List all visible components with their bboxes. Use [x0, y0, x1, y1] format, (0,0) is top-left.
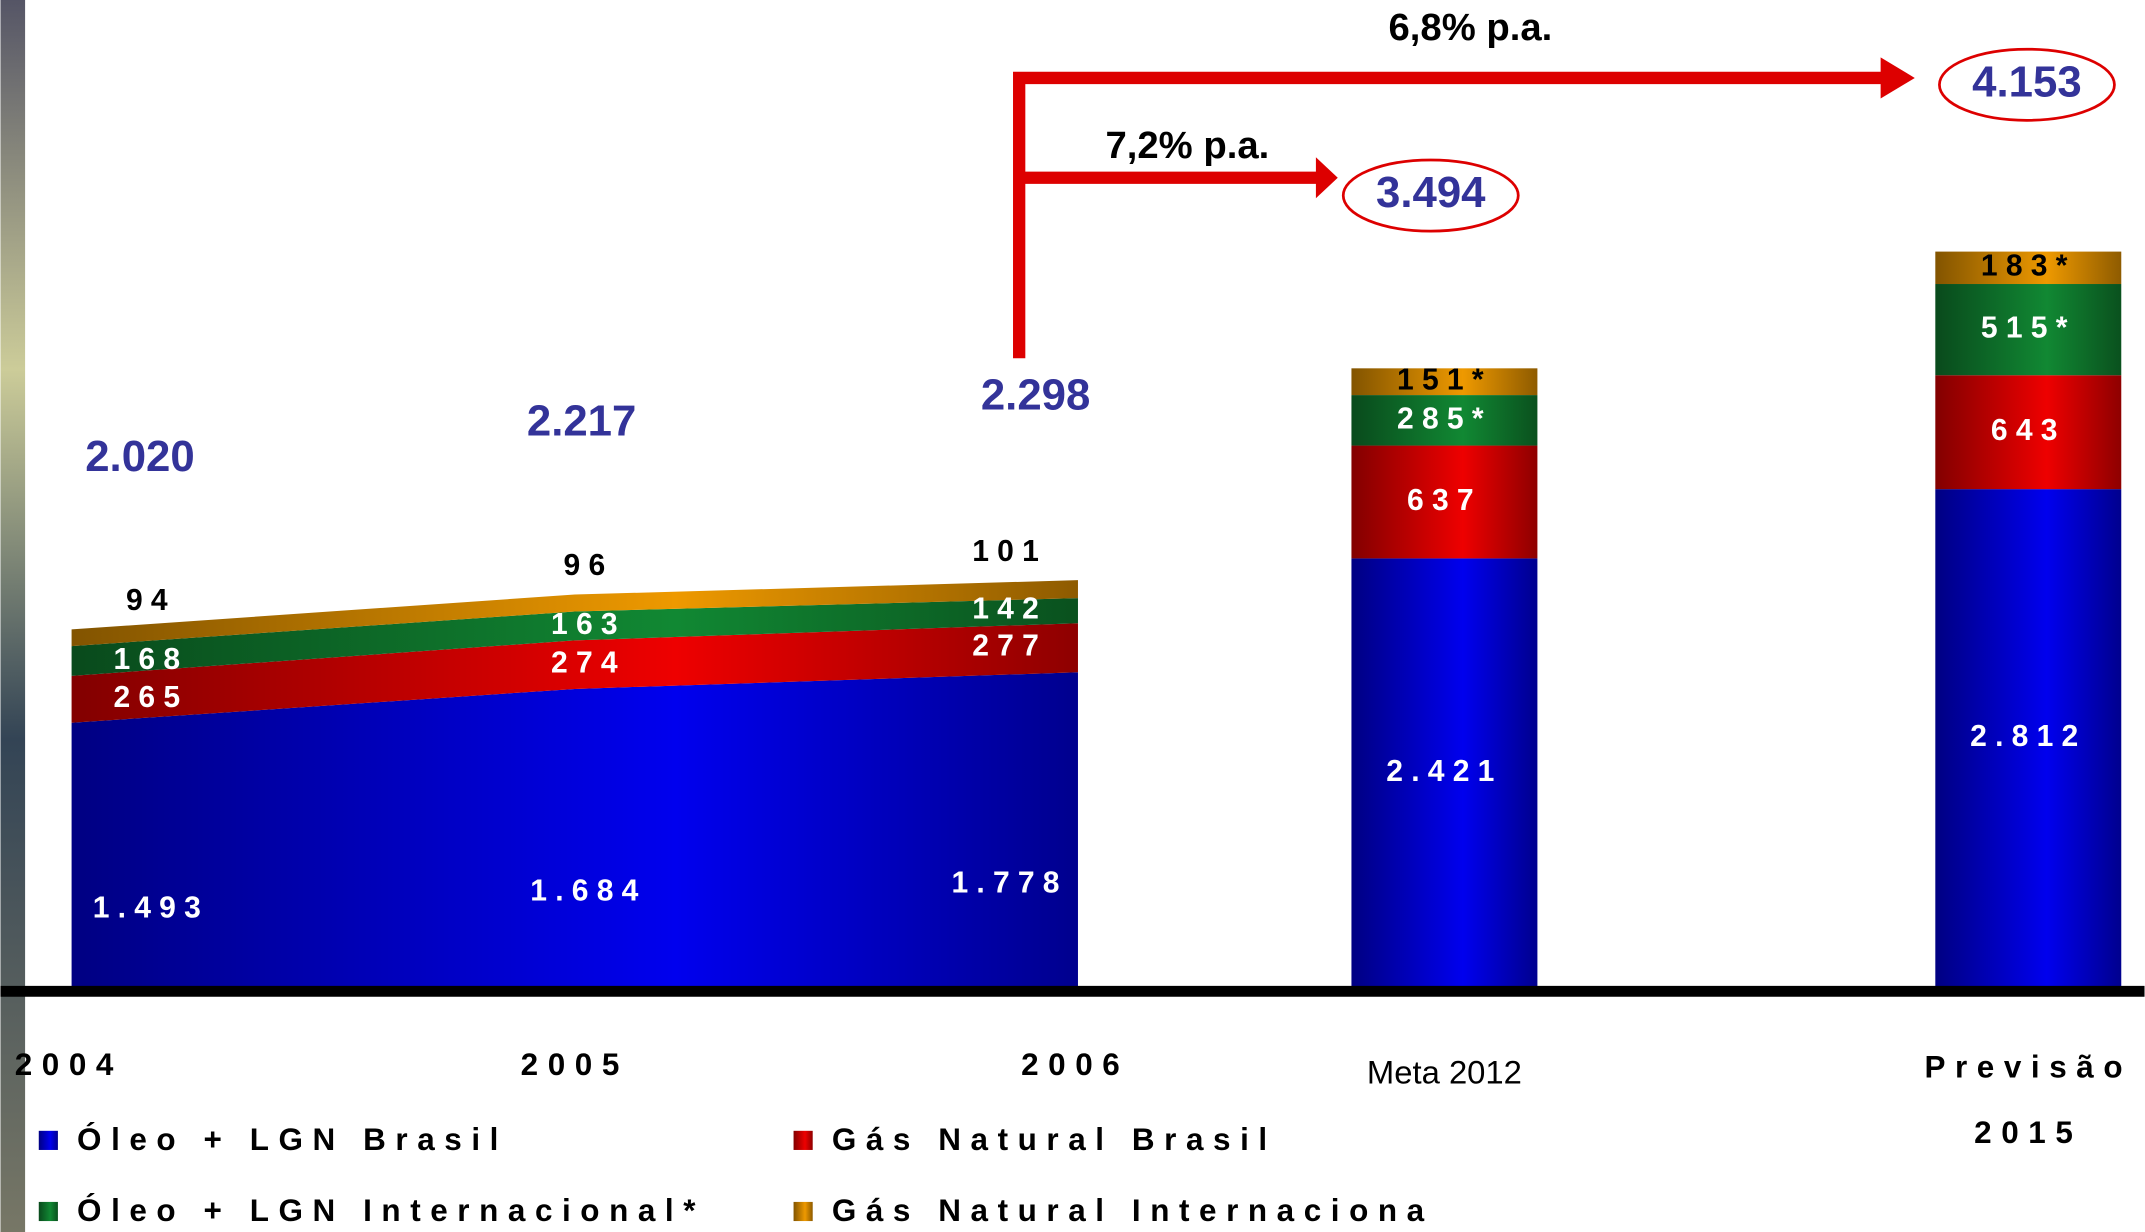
total-label: 2.217: [527, 396, 636, 445]
value-label: 2.812: [1970, 720, 2086, 753]
x-tick-label: 2005: [521, 1047, 629, 1082]
arrow-head: [1316, 157, 1338, 198]
annotation: 7,2% p.a.: [1105, 124, 1269, 167]
legend-label: Óleo + LGN Brasil: [77, 1121, 508, 1157]
arrow-head: [1881, 57, 1915, 98]
value-label: 285*: [1397, 402, 1492, 435]
value-label: 1.778: [951, 866, 1067, 899]
total-label: 4.153: [1972, 57, 2081, 106]
total-label: 3.494: [1376, 168, 1486, 217]
page: {"chart_data":{"type":"stacked-area-bar"…: [0, 0, 2145, 1232]
total-label: 2.298: [981, 370, 1090, 419]
value-label: 274: [551, 647, 626, 680]
legend-label: Gás Natural Brasil: [832, 1122, 1277, 1157]
value-label: 101: [972, 535, 1047, 568]
area-band: [72, 672, 1078, 987]
value-label: 168: [113, 643, 188, 676]
legend-swatch: [39, 1131, 58, 1150]
total-label: 2.020: [85, 432, 194, 481]
x-tick-label: 2004: [15, 1047, 123, 1082]
value-label: 163: [551, 608, 626, 641]
x-tick-label: 2006: [1021, 1047, 1129, 1082]
value-label: 637: [1407, 484, 1482, 517]
value-label: 2.421: [1386, 755, 1502, 788]
value-label: 643: [1991, 414, 2066, 447]
chart: 1.493 265 168 94 1.684 274 163 96 1.778 277 142 101…: [0, 0, 2145, 1232]
value-label: 142: [972, 593, 1047, 626]
annotation: 6,8% p.a.: [1389, 6, 1553, 49]
value-label: 515*: [1981, 312, 2076, 345]
value-label: 1.493: [93, 892, 209, 925]
value-label: 1.684: [530, 875, 646, 908]
value-label: 183*: [1981, 250, 2076, 283]
value-label: 151*: [1397, 364, 1492, 397]
legend-swatch: [39, 1202, 58, 1221]
value-label: 94: [126, 584, 176, 617]
value-label: 265: [113, 681, 188, 714]
value-label: 96: [564, 549, 614, 582]
legend-swatch: [794, 1202, 813, 1221]
x-tick-label: Meta 2012: [1367, 1053, 1522, 1090]
legend-label: Gás Natural Internaciona: [832, 1193, 1434, 1228]
growth-arrow: [1019, 78, 1887, 358]
value-label: 277: [972, 630, 1047, 663]
legend-swatch: [794, 1131, 813, 1150]
legend-label: Óleo + LGN Internacional*: [77, 1192, 705, 1228]
